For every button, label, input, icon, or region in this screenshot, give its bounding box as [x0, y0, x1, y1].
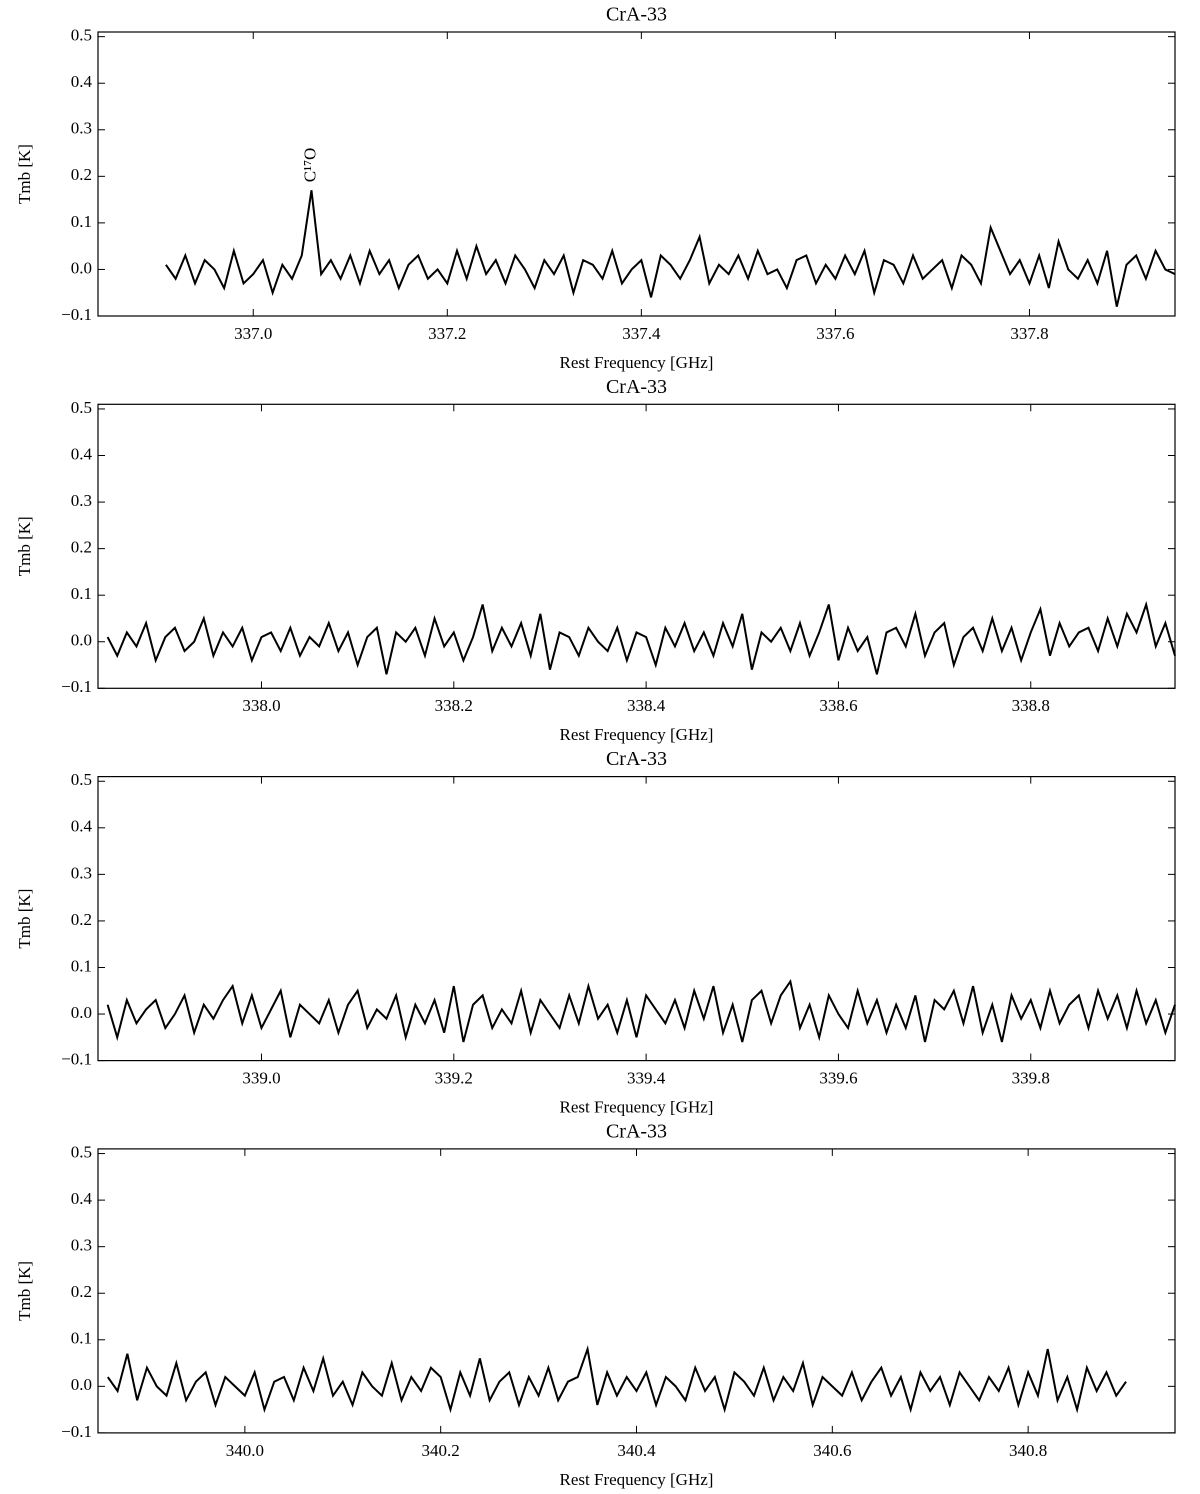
plot-frame	[97, 403, 1176, 689]
x-tick-label: 338.0	[242, 696, 280, 715]
x-tick-label: 340.0	[226, 1441, 264, 1460]
x-tick-label: 340.2	[422, 1441, 460, 1460]
x-tick-label: 338.2	[435, 696, 473, 715]
y-tick-label: 0.0	[71, 258, 92, 277]
x-axis-label: Rest Frequency [GHz]	[560, 1098, 714, 1117]
x-tick-label: 339.8	[1012, 1069, 1050, 1088]
chart-title: CrA-33	[606, 376, 667, 398]
y-tick-label: 0.1	[71, 1329, 92, 1348]
x-tick-label: 339.4	[627, 1069, 666, 1088]
x-axis-label: Rest Frequency [GHz]	[560, 725, 714, 744]
y-tick-label: 0.5	[71, 1142, 92, 1161]
x-tick-label: 337.2	[428, 324, 466, 343]
y-tick-label: 0.4	[71, 1189, 93, 1208]
y-axis-label: Tmb [K]	[15, 516, 34, 576]
x-tick-label: 337.8	[1010, 324, 1048, 343]
y-tick-label: 0.4	[71, 444, 93, 463]
y-tick-label: 0.1	[71, 584, 92, 603]
y-tick-label: 0.0	[71, 1003, 92, 1022]
x-tick-label: 340.6	[813, 1441, 851, 1460]
spectrum-line	[165, 190, 1176, 307]
x-tick-label: 337.4	[622, 324, 661, 343]
plot-frame	[97, 31, 1176, 317]
x-axis-label: Rest Frequency [GHz]	[560, 1470, 714, 1489]
y-axis-label: Tmb [K]	[15, 889, 34, 949]
plot-frame	[97, 775, 1176, 1062]
y-tick-label: 0.3	[71, 491, 92, 510]
y-tick-label: 0.5	[71, 770, 92, 789]
y-tick-label: 0.2	[71, 910, 92, 929]
x-tick-label: 340.4	[617, 1441, 656, 1460]
y-tick-label: 0.5	[71, 26, 92, 45]
y-axis-label: Tmb [K]	[15, 1261, 34, 1321]
spectrum-line	[106, 978, 1176, 1043]
x-tick-label: 339.2	[435, 1069, 473, 1088]
chart-title: CrA-33	[606, 1120, 667, 1142]
y-tick-label: 0.4	[71, 817, 93, 836]
y-tick-label: 0.2	[71, 165, 92, 184]
x-tick-label: 337.6	[816, 324, 854, 343]
y-tick-label: 0.0	[71, 1375, 92, 1394]
y-tick-label: 0.3	[71, 119, 92, 138]
x-tick-label: 338.8	[1012, 696, 1050, 715]
y-tick-label: −0.1	[61, 1422, 92, 1441]
y-tick-label: 0.3	[71, 863, 92, 882]
y-tick-label: 0.0	[71, 631, 92, 650]
x-tick-label: 339.0	[242, 1069, 280, 1088]
spectrum-line	[106, 600, 1176, 675]
x-tick-label: 338.4	[627, 696, 666, 715]
x-tick-label: 337.0	[234, 324, 272, 343]
y-tick-label: 0.2	[71, 1282, 92, 1301]
y-tick-label: 0.5	[71, 398, 92, 417]
y-tick-label: −0.1	[61, 677, 92, 696]
x-tick-label: 338.6	[819, 696, 857, 715]
y-tick-label: 0.1	[71, 212, 92, 231]
y-tick-label: 0.2	[71, 538, 92, 557]
y-tick-label: −0.1	[61, 1050, 92, 1069]
y-tick-label: 0.1	[71, 956, 92, 975]
line-annotation: C¹⁷O	[300, 148, 319, 183]
y-tick-label: 0.3	[71, 1236, 92, 1255]
y-tick-label: 0.4	[71, 72, 93, 91]
y-tick-label: −0.1	[61, 305, 92, 324]
y-axis-label: Tmb [K]	[15, 144, 34, 204]
x-axis-label: Rest Frequency [GHz]	[560, 353, 714, 372]
spectrum-line	[106, 1345, 1127, 1414]
chart-title: CrA-33	[606, 748, 667, 770]
x-tick-label: 339.6	[819, 1069, 857, 1088]
chart-title: CrA-33	[606, 4, 667, 26]
x-tick-label: 340.8	[1009, 1441, 1047, 1460]
